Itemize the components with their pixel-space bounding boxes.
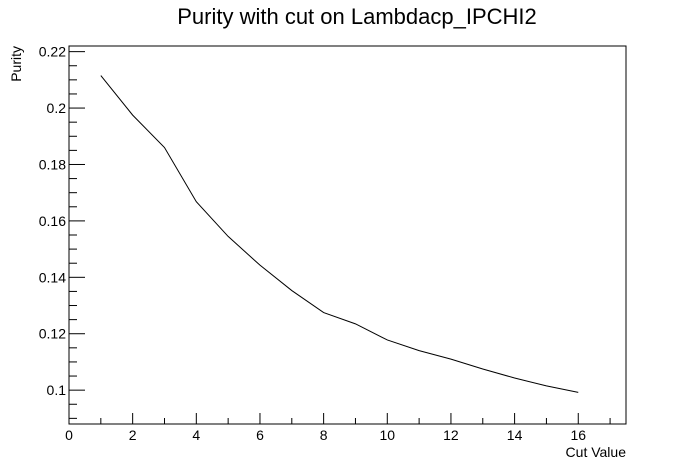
y-tick-label: 0.16 xyxy=(39,213,66,229)
x-tick-labels: 0 2 4 6 8 10 12 14 16 xyxy=(65,427,586,443)
y-tick-label: 0.12 xyxy=(39,326,66,342)
x-axis-title: Cut Value xyxy=(566,444,627,460)
x-tick-label: 2 xyxy=(129,427,137,443)
x-tick-label: 0 xyxy=(65,427,73,443)
x-tick-label: 14 xyxy=(507,427,523,443)
y-axis-title: Purity xyxy=(8,46,24,82)
x-tick-label: 12 xyxy=(443,427,459,443)
y-tick-label: 0.22 xyxy=(39,44,66,60)
series-group xyxy=(100,75,579,393)
y-tick-labels: 0.1 0.12 0.14 0.16 0.18 0.2 0.22 xyxy=(39,44,66,399)
x-tick-label: 10 xyxy=(379,427,395,443)
y-tick-label: 0.2 xyxy=(47,100,67,116)
axis-ticks xyxy=(68,51,611,424)
x-tick-label: 8 xyxy=(320,427,328,443)
series-line xyxy=(100,75,579,393)
x-tick-label: 16 xyxy=(570,427,586,443)
plot-frame xyxy=(68,45,627,425)
chart-title: Purity with cut on Lambdacp_IPCHI2 xyxy=(177,4,537,29)
y-tick-label: 0.1 xyxy=(47,382,67,398)
x-tick-label: 4 xyxy=(192,427,200,443)
y-tick-label: 0.14 xyxy=(39,269,66,285)
y-tick-label: 0.18 xyxy=(39,156,66,172)
x-tick-label: 6 xyxy=(256,427,264,443)
